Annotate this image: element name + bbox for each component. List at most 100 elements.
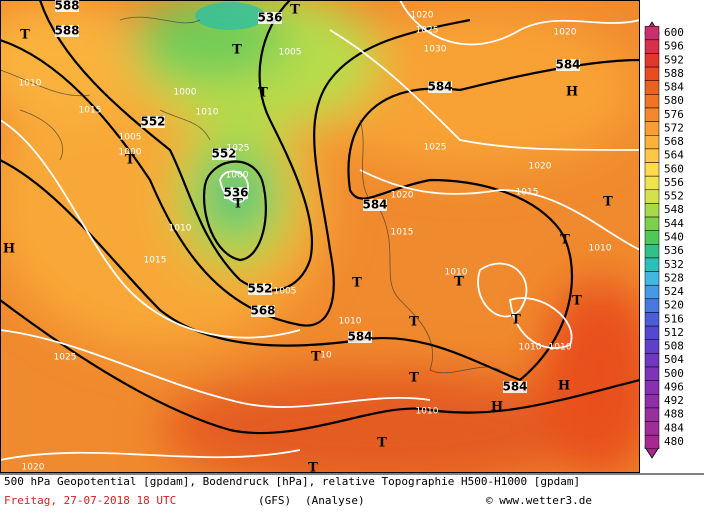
pressure-center-symbol: T (409, 371, 419, 386)
contour-label-box (55, 0, 79, 12)
pressure-label: 1020 (391, 191, 414, 201)
contour-label: 552 (211, 147, 236, 161)
colorbar-label: 532 (664, 258, 684, 271)
contour-label: 584 (347, 330, 372, 344)
pressure-label: 1000 (226, 171, 249, 181)
colorbar-label: 540 (664, 231, 684, 244)
colorbar-label: 596 (664, 40, 684, 53)
pressure-center-symbol: T (572, 294, 582, 309)
pressure-label: 1025 (227, 144, 250, 154)
pressure-label: 1010 (196, 108, 219, 118)
pressure-center-symbol: H (566, 85, 578, 100)
colorbar-swatch (644, 230, 660, 245)
pressure-label: 1000 (174, 88, 197, 98)
colorbar-label: 492 (664, 394, 684, 407)
contour-label: 584 (502, 380, 527, 394)
colorbar-label: 520 (664, 299, 684, 312)
pressure-label: 1015 (144, 256, 167, 266)
contour-label-box (248, 283, 272, 295)
pressure-label: 1020 (411, 11, 434, 21)
colorbar-label: 588 (664, 67, 684, 80)
colorbar-label: 580 (664, 94, 684, 107)
pressure-center-symbol: H (558, 379, 570, 394)
contour-label-box (55, 25, 79, 37)
footer-credit: © www.wetter3.de (486, 494, 592, 507)
colorbar-swatch (644, 434, 660, 450)
pressure-center-symbol: H (3, 242, 15, 257)
colorbar-swatch (644, 66, 660, 81)
contour-label-box (251, 305, 275, 317)
colorbar-label: 536 (664, 244, 684, 257)
pressure-label: 1020 (554, 28, 577, 38)
contour-label-box (141, 116, 165, 128)
colorbar-swatch (644, 162, 660, 177)
pressure-label: 10 (320, 351, 332, 361)
colorbar-swatch (644, 298, 660, 313)
colorbar-swatch (644, 353, 660, 368)
pressure-label: 1025 (424, 143, 447, 153)
contour-label: 588 (54, 24, 79, 38)
contour-label: 584 (427, 80, 452, 94)
pressure-label: 1010 (589, 244, 612, 254)
colorbar-swatch (644, 244, 660, 259)
pressure-label: 1015 (516, 188, 539, 198)
colorbar-label: 560 (664, 162, 684, 175)
colorbar-swatch (644, 312, 660, 327)
contour-label-box (556, 59, 580, 71)
pressure-center-symbol: T (352, 276, 362, 291)
colorbar-swatch (644, 380, 660, 395)
colorbar-swatch (644, 421, 660, 436)
colorbar-label: 500 (664, 367, 684, 380)
pressure-label: 1020 (22, 463, 45, 473)
colorbar-label: 488 (664, 408, 684, 421)
contour-label: 552 (140, 115, 165, 129)
contour-label: 568 (250, 304, 275, 318)
colorbar-swatch (644, 325, 660, 341)
pressure-center-symbol: T (290, 3, 300, 18)
pressure-label: 1005 (279, 48, 302, 58)
pressure-label: 1015 (79, 106, 102, 116)
pressure-label: 1020 (529, 162, 552, 172)
colorbar-swatch (644, 394, 660, 409)
colorbar-swatch (644, 339, 660, 354)
colorbar-swatch (644, 107, 660, 122)
contour-label: 552 (247, 282, 272, 296)
map-frame (0, 0, 640, 473)
contour-label: 584 (555, 58, 580, 72)
pressure-label: 1010 (549, 343, 572, 353)
colorbar-swatch (644, 203, 660, 218)
pressure-label: 1025 (54, 353, 77, 363)
pressure-label: 1010 (169, 224, 192, 234)
colorbar-swatch (644, 284, 660, 300)
contour-label-box (428, 81, 452, 93)
contour-label-box (224, 187, 248, 199)
contour-label: 536 (223, 186, 248, 200)
pressure-center-symbol: T (308, 461, 318, 476)
pressure-center-symbol: T (377, 436, 387, 451)
contour-label-box (348, 331, 372, 343)
footer-run: (Analyse) (305, 494, 365, 507)
map-field (0, 0, 640, 473)
pressure-label: 1010 (339, 317, 362, 327)
pressure-center-symbol: T (232, 43, 242, 58)
pressure-label: 1010 (416, 407, 439, 417)
pressure-center-symbol: T (125, 153, 135, 168)
colorbar-swatch (644, 94, 660, 109)
pressure-label: 1015 (391, 228, 414, 238)
colorbar-label: 572 (664, 121, 684, 134)
pressure-center-symbol: T (511, 313, 521, 328)
pressure-label: 1005 (274, 287, 297, 297)
colorbar-label: 600 (664, 26, 684, 39)
pressure-center-symbol: T (233, 197, 243, 212)
pressure-label: 1010 (19, 79, 42, 89)
colorbar-swatch (644, 53, 660, 68)
colorbar-label: 516 (664, 312, 684, 325)
colorbar-swatch (644, 271, 660, 286)
colorbar-label: 548 (664, 203, 684, 216)
footer-date: Freitag, 27-07-2018 18 UTC (4, 494, 176, 507)
colorbar-label: 592 (664, 53, 684, 66)
contour-label-box (363, 199, 387, 211)
colorbar-label: 544 (664, 217, 684, 230)
colorbar-swatch (644, 39, 660, 54)
contour-label-box (212, 148, 236, 160)
